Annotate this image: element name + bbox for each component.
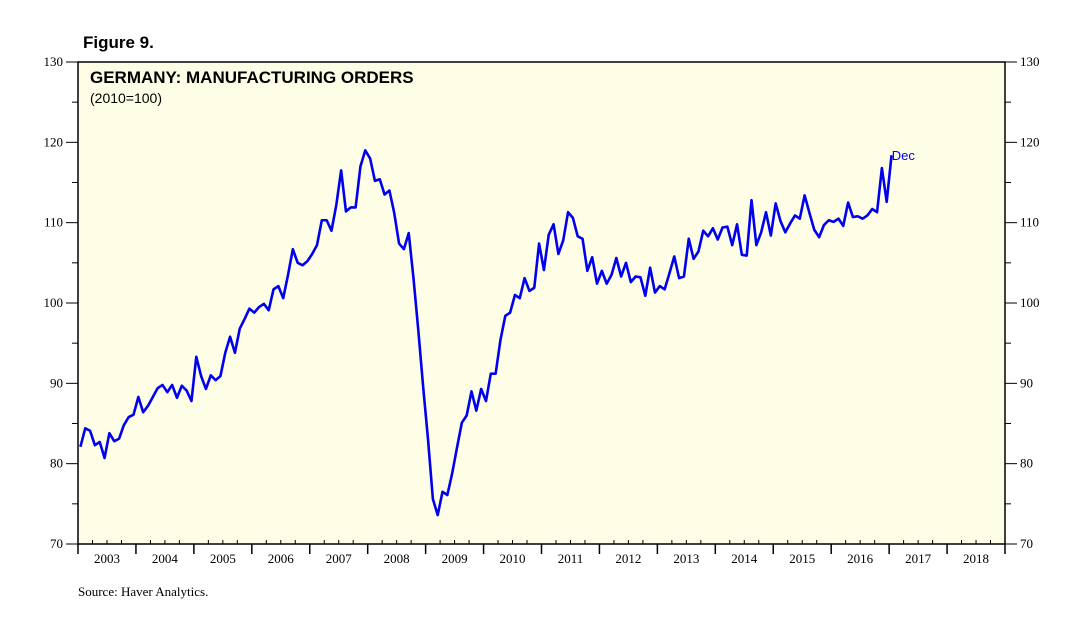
- plot-area: [78, 62, 1005, 544]
- x-tick-label: 2010: [500, 551, 526, 566]
- x-tick-label: 2005: [210, 551, 236, 566]
- x-tick-label: 2007: [326, 551, 353, 566]
- x-tick-label: 2014: [731, 551, 758, 566]
- source-note: Source: Haver Analytics.: [78, 584, 209, 599]
- x-tick-label: 2015: [789, 551, 815, 566]
- y-tick-label-left: 70: [50, 536, 63, 551]
- y-tick-label-left: 90: [50, 375, 63, 390]
- y-tick-label-left: 130: [44, 54, 64, 69]
- y-tick-label-right: 70: [1020, 536, 1033, 551]
- x-tick-label: 2003: [94, 551, 120, 566]
- y-tick-label-left: 100: [44, 295, 64, 310]
- y-tick-label-right: 120: [1020, 134, 1040, 149]
- x-tick-label: 2013: [673, 551, 699, 566]
- x-tick-label: 2018: [963, 551, 989, 566]
- annotation-dec: Dec: [892, 148, 916, 163]
- y-tick-label-left: 120: [44, 134, 64, 149]
- y-tick-label-right: 90: [1020, 375, 1033, 390]
- x-tick-label: 2009: [442, 551, 468, 566]
- x-tick-label: 2008: [384, 551, 410, 566]
- axes: 70 70 80 80 90 90 100 100 110 110 120 120 130 130 2003…: [44, 54, 1040, 566]
- y-tick-label-right: 110: [1020, 215, 1039, 230]
- y-tick-label-right: 130: [1020, 54, 1040, 69]
- y-tick-label-left: 110: [44, 215, 63, 230]
- chart-subtitle: (2010=100): [90, 90, 162, 106]
- figure-label: Figure 9.: [83, 33, 154, 52]
- x-tick-label: 2011: [558, 551, 584, 566]
- x-tick-label: 2004: [152, 551, 179, 566]
- y-tick-label-left: 80: [50, 456, 63, 471]
- x-tick-label: 2012: [615, 551, 641, 566]
- plot-frame: [77, 61, 1006, 545]
- x-tick-label: 2006: [268, 551, 295, 566]
- y-tick-label-right: 100: [1020, 295, 1040, 310]
- chart-title: GERMANY: MANUFACTURING ORDERS: [90, 68, 414, 87]
- series-line-manufacturing-orders: [79, 149, 893, 517]
- x-tick-label: 2016: [847, 551, 874, 566]
- x-tick-label: 2017: [905, 551, 932, 566]
- y-tick-label-right: 80: [1020, 456, 1033, 471]
